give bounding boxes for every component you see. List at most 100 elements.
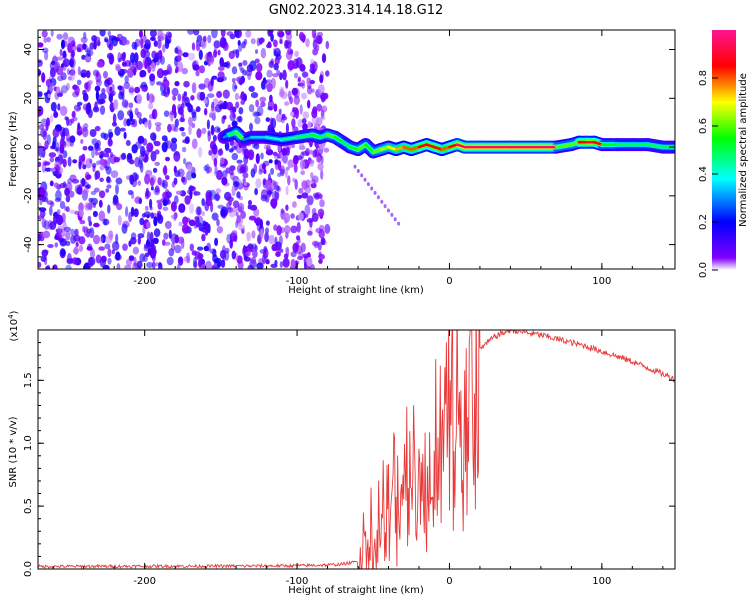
noise-blob xyxy=(248,247,254,253)
noise-blob xyxy=(54,242,59,248)
noise-blob xyxy=(213,193,221,201)
noise-blob xyxy=(265,227,269,234)
noise-blob xyxy=(236,116,242,122)
noise-blob xyxy=(319,199,325,208)
noise-blob xyxy=(259,96,267,103)
noise-blob xyxy=(317,241,322,251)
noise-blob xyxy=(67,156,72,167)
noise-blob xyxy=(46,36,51,43)
noise-blob xyxy=(226,31,234,36)
noise-blob xyxy=(136,111,142,119)
noise-blob xyxy=(65,240,71,246)
noise-blob xyxy=(299,104,303,115)
noise-blob xyxy=(220,30,226,38)
noise-blob xyxy=(128,211,133,223)
noise-blob xyxy=(62,52,67,59)
noise-blob xyxy=(106,52,114,60)
noise-blob xyxy=(294,179,298,190)
noise-blob xyxy=(270,117,277,129)
noise-blob xyxy=(269,94,273,103)
noise-blob xyxy=(267,30,273,37)
ridge-segment xyxy=(326,133,337,139)
noise-blob xyxy=(173,150,181,162)
noise-blob xyxy=(274,159,280,164)
noise-blob xyxy=(130,52,136,63)
noise-blob xyxy=(198,49,203,60)
noise-blob xyxy=(187,30,195,35)
noise-blob xyxy=(198,146,203,158)
noise-blob xyxy=(183,80,190,88)
noise-blob xyxy=(228,209,236,218)
noise-blob xyxy=(195,106,201,113)
noise-blob xyxy=(196,34,203,43)
noise-blob xyxy=(147,247,152,255)
noise-blob xyxy=(181,131,186,137)
noise-blob xyxy=(112,113,117,124)
noise-blob xyxy=(201,127,207,135)
noise-blob xyxy=(78,209,84,217)
noise-blob xyxy=(316,103,323,112)
noise-blob xyxy=(162,206,169,211)
noise-blob xyxy=(234,30,240,38)
noise-blob xyxy=(38,142,42,147)
noise-blob xyxy=(254,58,260,64)
noise-blob xyxy=(317,84,325,94)
noise-blob xyxy=(215,188,222,194)
noise-blob xyxy=(153,228,161,238)
noise-blob xyxy=(310,178,316,184)
noise-blob xyxy=(136,93,143,105)
noise-blob xyxy=(273,224,278,231)
noise-blob xyxy=(279,35,283,44)
noise-blob xyxy=(100,132,107,139)
noise-blob xyxy=(116,263,121,269)
noise-blob xyxy=(196,91,203,101)
noise-blob xyxy=(103,70,108,79)
noise-blob xyxy=(209,248,217,254)
noise-blob xyxy=(285,247,289,254)
noise-blob xyxy=(253,143,260,150)
noise-blob xyxy=(260,152,264,160)
noise-blob xyxy=(87,243,93,251)
noise-blob xyxy=(205,163,210,174)
noise-blob xyxy=(297,77,301,83)
noise-blob xyxy=(316,155,322,163)
noise-blob xyxy=(314,122,319,128)
noise-blob xyxy=(178,203,186,214)
snr-marks xyxy=(38,330,675,569)
noise-blob xyxy=(151,261,156,269)
ridge-segment xyxy=(227,131,238,137)
noise-blob xyxy=(258,168,263,175)
noise-blob xyxy=(245,30,252,38)
colorbar-tick-label: 0.2 xyxy=(698,214,709,230)
noise-blob xyxy=(160,91,168,97)
noise-blob xyxy=(276,225,282,236)
noise-blob xyxy=(203,98,208,104)
noise-blob xyxy=(199,65,205,74)
noise-blob xyxy=(229,112,236,122)
noise-blob xyxy=(301,71,309,78)
noise-blob xyxy=(173,177,178,185)
noise-blob xyxy=(133,256,137,267)
noise-blob xyxy=(149,198,153,209)
noise-blob xyxy=(95,254,102,264)
noise-blob xyxy=(76,101,83,106)
noise-blob xyxy=(74,85,80,96)
noise-blob xyxy=(279,248,284,253)
snr-frame xyxy=(37,329,676,570)
streak-blob xyxy=(380,199,384,204)
noise-blob xyxy=(274,244,281,252)
noise-blob xyxy=(150,150,157,162)
ridge-segment xyxy=(364,143,375,154)
noise-blob xyxy=(277,145,281,152)
noise-blob xyxy=(110,170,119,179)
noise-blob xyxy=(124,39,130,45)
noise-blob xyxy=(65,206,70,213)
noise-blob xyxy=(163,110,170,117)
noise-blob xyxy=(86,49,94,57)
noise-blob xyxy=(248,215,256,221)
noise-blob xyxy=(311,212,319,222)
noise-blob xyxy=(276,30,285,38)
